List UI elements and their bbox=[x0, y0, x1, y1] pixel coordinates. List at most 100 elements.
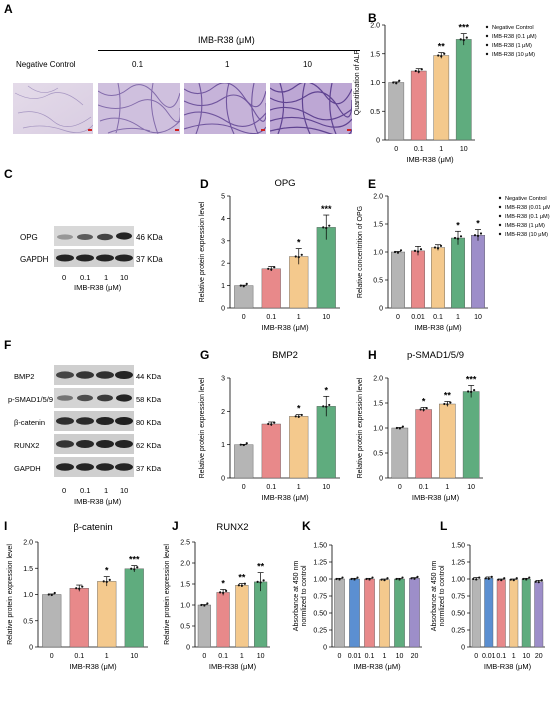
data-point bbox=[436, 247, 440, 250]
y-axis-label: Relative concentrition of OPG bbox=[357, 206, 364, 298]
legend-entry: IMB-R38 (1 μM) bbox=[505, 223, 545, 229]
chart-title: β-catenin bbox=[73, 522, 112, 533]
data-point bbox=[353, 578, 356, 581]
x-tick-label: 10 bbox=[130, 653, 138, 660]
x-tick-label: 0.01 bbox=[348, 653, 362, 660]
y-tick-label: 0 bbox=[186, 645, 190, 652]
y-axis-label: Quantification of ALP bbox=[354, 49, 361, 115]
blot-c-kda-0: 46 KDa bbox=[136, 233, 163, 242]
blot-f-strip-3 bbox=[54, 434, 134, 454]
y-tick-label: 1.5 bbox=[373, 222, 383, 229]
bar bbox=[411, 250, 426, 309]
y-tick-label: 0.50 bbox=[451, 611, 465, 618]
bar bbox=[431, 247, 446, 309]
y-tick-label: 3 bbox=[221, 376, 225, 383]
bar bbox=[471, 578, 481, 648]
y-tick-label: 2 bbox=[221, 261, 225, 268]
y-tick-label: 1.50 bbox=[313, 543, 327, 550]
blot-f-kda-3: 62 KDa bbox=[136, 441, 162, 450]
data-point bbox=[425, 407, 428, 410]
data-point bbox=[225, 589, 228, 592]
data-point bbox=[267, 267, 270, 270]
y-tick-label: 2 bbox=[221, 409, 225, 416]
bar bbox=[534, 581, 544, 648]
data-point bbox=[503, 577, 506, 580]
data-point bbox=[383, 579, 386, 582]
legend-entry: IMB-R38 (0.1 μM) bbox=[505, 214, 550, 220]
bar bbox=[433, 55, 450, 141]
x-tick-label: 10 bbox=[474, 314, 482, 321]
x-tick-label: 1 bbox=[512, 653, 516, 660]
y-tick-label: 3 bbox=[221, 238, 225, 245]
data-point bbox=[443, 52, 446, 55]
data-point bbox=[245, 442, 248, 445]
significance-label: *** bbox=[458, 23, 469, 33]
bar bbox=[388, 82, 405, 141]
y-tick-label: 0.25 bbox=[313, 628, 327, 635]
data-point bbox=[273, 266, 276, 269]
chart-d: D OPG 0 1 2 3 4 5 Relative protein expression le… bbox=[199, 177, 340, 332]
y-tick-label: 1.25 bbox=[313, 560, 327, 567]
x-tick-label: 0 bbox=[398, 484, 402, 491]
y-tick-label: 0.5 bbox=[370, 109, 380, 116]
chart-k: K 0 0.25 0.50 0.75 1.00 1.25 1.50 Absorbance at … bbox=[293, 519, 422, 671]
legend-entry: Negative Control bbox=[492, 25, 534, 31]
chart-l: L 0 0.25 0.50 0.75 1.00 1.25 1.50 Absorbance at … bbox=[431, 519, 545, 671]
data-point bbox=[259, 581, 262, 584]
legend-marker bbox=[485, 52, 489, 56]
significance-label: *** bbox=[321, 204, 332, 214]
chart-e: E 0 0.5 1.0 1.5 2.0 Relative concentrition of … bbox=[357, 177, 550, 332]
data-point bbox=[108, 578, 111, 581]
y-tick-label: 2.0 bbox=[370, 23, 380, 30]
data-point bbox=[476, 234, 480, 237]
data-point bbox=[537, 581, 540, 584]
chart-j: J RUNX2 0 0.5 1.0 1.5 2.0 2.5 Relative protein e… bbox=[164, 519, 270, 671]
data-point bbox=[509, 578, 512, 581]
y-tick-label: 1 bbox=[221, 442, 225, 449]
y-tick-label: 2.0 bbox=[373, 376, 383, 383]
x-tick-label: 0 bbox=[242, 484, 246, 491]
data-point bbox=[490, 575, 493, 578]
data-point bbox=[270, 268, 273, 271]
bar bbox=[334, 578, 345, 648]
data-point bbox=[475, 578, 478, 581]
x-tick-label: 1 bbox=[439, 146, 443, 153]
x-tick-label: 0.1 bbox=[218, 653, 228, 660]
panel-a-header: IMB-R38 (μM) bbox=[198, 35, 255, 45]
data-point bbox=[419, 408, 422, 411]
panel-a-header-line bbox=[98, 50, 360, 51]
significance-label: * bbox=[422, 397, 426, 407]
x-tick-label: 0 bbox=[396, 314, 400, 321]
blot-f-strip-2 bbox=[54, 411, 134, 431]
data-point bbox=[203, 604, 206, 607]
data-point bbox=[515, 577, 518, 580]
panel-label: E bbox=[368, 177, 376, 191]
significance-label: ** bbox=[444, 391, 452, 401]
chart-title: BMP2 bbox=[272, 350, 298, 361]
data-point bbox=[380, 578, 383, 581]
bar bbox=[349, 578, 360, 648]
data-point bbox=[267, 422, 270, 426]
x-tick-label: 20 bbox=[411, 653, 419, 660]
blot-f-lane-2: 1 bbox=[104, 486, 109, 495]
data-point bbox=[410, 577, 413, 580]
data-point bbox=[350, 577, 353, 581]
micrograph-1 bbox=[183, 82, 267, 135]
blot-f-strip-4 bbox=[54, 457, 134, 477]
y-tick-label: 0 bbox=[29, 645, 33, 652]
data-point bbox=[322, 226, 325, 229]
panel-label: B bbox=[368, 11, 377, 25]
x-tick-label: 0.1 bbox=[365, 653, 375, 660]
data-point bbox=[522, 577, 525, 581]
y-axis-label: Relative protein expression level bbox=[7, 544, 14, 645]
x-tick-label: 0 bbox=[202, 653, 206, 660]
data-point bbox=[419, 248, 423, 251]
x-tick-label: 10 bbox=[467, 484, 475, 491]
significance-label: * bbox=[297, 238, 301, 248]
significance-label: * bbox=[221, 578, 225, 588]
x-tick-label: 0.1 bbox=[414, 146, 424, 153]
y-tick-label: 1.0 bbox=[23, 592, 33, 599]
blot-f-kda-2: 80 KDa bbox=[136, 418, 162, 427]
y-axis-label: normlized to control bbox=[301, 565, 308, 627]
bar bbox=[216, 592, 230, 648]
